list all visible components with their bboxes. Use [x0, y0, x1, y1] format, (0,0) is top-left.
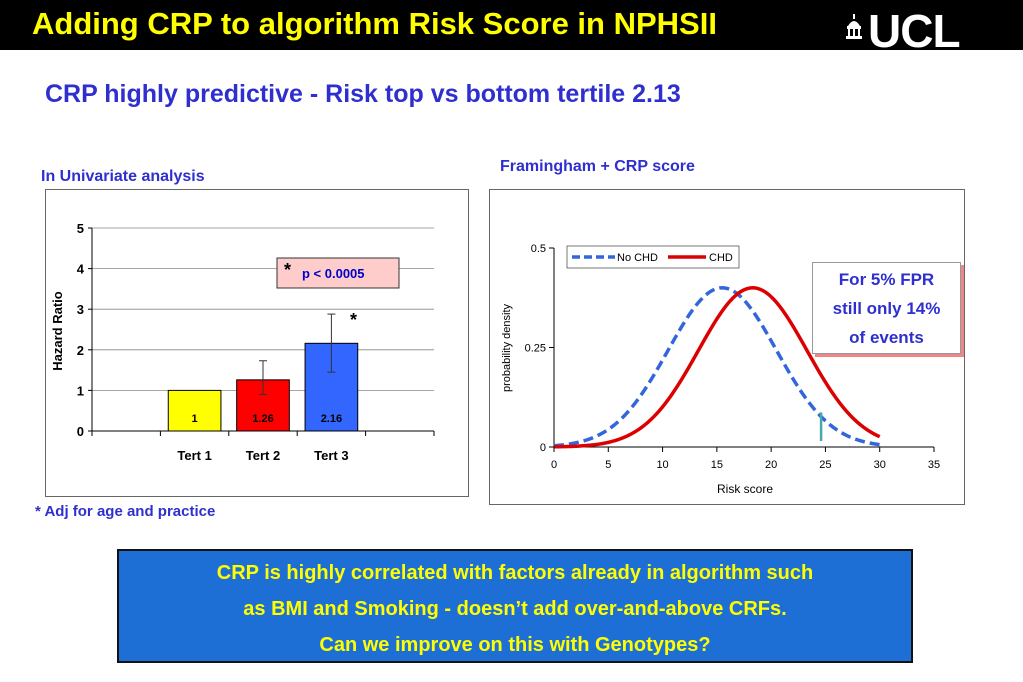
fpr-callout: For 5% FPR still only 14% of events [812, 262, 961, 354]
hazard-ratio-bar-chart: 1 1.26 2.16 0 1 2 3 4 5 Tert 1 Tert 2 Tert 3 Hazar… [50, 221, 435, 463]
bar-value-label: 1 [192, 413, 198, 425]
pvalue-text: p < 0.0005 [302, 266, 365, 281]
density-ytick-label: 0 [540, 442, 546, 454]
chd-curve [553, 286, 881, 449]
no-chd-curve [553, 286, 880, 448]
left-chart-label: In Univariate analysis [41, 168, 205, 185]
conclusion-line: as BMI and Smoking - doesn’t add over-an… [243, 598, 787, 620]
bar-ytick-label: 0 [77, 424, 84, 439]
density-xtick-label: 30 [874, 459, 886, 471]
density-xtick-label: 20 [765, 459, 777, 471]
risk-score-density-chart: 0 5 10 15 20 25 30 35 0 0.25 0.5 Risk score probab… [501, 243, 940, 496]
ucl-logo: UCL [868, 5, 961, 57]
density-ytick-label: 0.5 [531, 243, 546, 255]
conclusion-line: Can we improve on this with Genotypes? [319, 634, 711, 656]
footnote: * Adj for age and practice [35, 503, 216, 520]
density-xlabel: Risk score [717, 482, 773, 496]
bar-category-label: Tert 2 [246, 448, 280, 463]
slide-subtitle: CRP highly predictive - Risk top vs bott… [45, 80, 681, 108]
density-xtick-label: 15 [711, 459, 723, 471]
density-ylabel: probability density [501, 303, 513, 392]
bar-ytick-label: 5 [77, 221, 84, 236]
pvalue-box [276, 257, 400, 289]
fpr-callout-line: still only 14% [832, 299, 941, 318]
bar-1 [167, 389, 222, 432]
legend-no-chd-label: No CHD [617, 252, 658, 264]
density-xtick-label: 25 [819, 459, 831, 471]
ucl-dome-icon [846, 14, 862, 39]
fpr-callout-line: of events [849, 328, 924, 347]
bar-value-label: 2.16 [321, 413, 342, 425]
bar-ytick-label: 4 [77, 262, 85, 277]
legend-chd-label: CHD [709, 252, 733, 264]
bar-category-label: Tert 3 [314, 448, 348, 463]
bar-star: * [350, 310, 357, 330]
bar-category-label: Tert 1 [177, 448, 211, 463]
conclusion-line: CRP is highly correlated with factors al… [216, 562, 814, 584]
density-ytick-label: 0.25 [525, 343, 546, 355]
bar-chart-ylabel: Hazard Ratio [50, 291, 65, 371]
fpr-callout-line: For 5% FPR [838, 270, 935, 289]
bar-chart-panel: 1 1.26 2.16 0 1 2 3 4 5 Tert 1 Tert 2 Tert 3 Hazar… [45, 189, 469, 497]
bar-value-label: 1.26 [252, 413, 273, 425]
density-xtick-label: 5 [605, 459, 611, 471]
bar-ytick-label: 2 [77, 343, 84, 358]
conclusion-box: CRP is highly correlated with factors al… [117, 549, 913, 663]
pvalue-star: * [284, 260, 291, 280]
header-bar: Adding CRP to algorithm Risk Score in NP… [0, 0, 1023, 54]
slide-title: Adding CRP to algorithm Risk Score in NP… [32, 6, 717, 41]
bar-ytick-label: 1 [77, 383, 84, 398]
density-xtick-label: 35 [928, 459, 940, 471]
right-chart-label: Framingham + CRP score [500, 158, 695, 175]
bar-ytick-label: 3 [77, 302, 84, 317]
density-legend-box [566, 245, 740, 269]
density-xtick-label: 0 [551, 459, 557, 471]
density-xtick-label: 10 [656, 459, 668, 471]
